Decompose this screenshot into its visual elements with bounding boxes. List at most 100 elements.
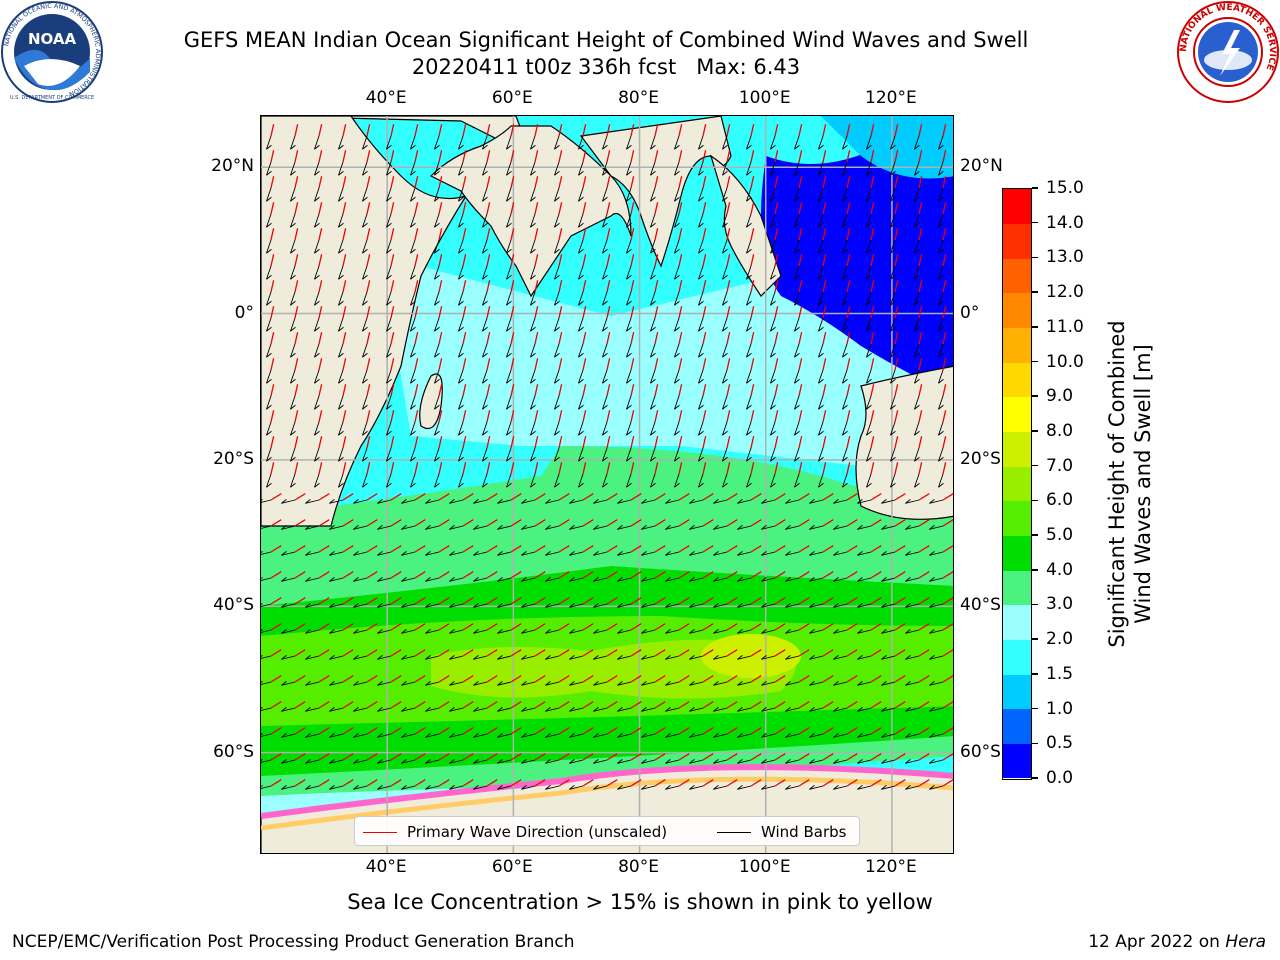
wave-direction-arrow bbox=[630, 124, 635, 137]
wind-barb bbox=[641, 499, 656, 504]
wind-barb bbox=[290, 239, 296, 254]
wave-direction-arrow bbox=[918, 358, 923, 371]
wind-barb-flag bbox=[914, 456, 920, 462]
wave-direction-arrow bbox=[774, 649, 786, 657]
wind-barb-flag bbox=[530, 274, 536, 280]
wind-barb bbox=[785, 603, 800, 608]
wind-barb-flag bbox=[338, 300, 344, 306]
wave-direction-arrow bbox=[270, 519, 282, 527]
wind-barb-flag bbox=[521, 576, 527, 582]
lat-tick-left: 20°S bbox=[213, 448, 254, 469]
wave-direction-arrow bbox=[510, 623, 522, 631]
colorbar-tick-label: 9.0 bbox=[1032, 386, 1073, 406]
wind-barb bbox=[746, 187, 752, 202]
wind-barb bbox=[785, 707, 800, 712]
wind-barb bbox=[914, 265, 920, 280]
wind-barb bbox=[617, 577, 632, 582]
wind-barb bbox=[338, 265, 344, 280]
wave-direction-arrow bbox=[630, 779, 642, 787]
legend-swatch-wave bbox=[363, 831, 397, 834]
wind-barb bbox=[305, 707, 320, 712]
wind-barb bbox=[857, 707, 872, 712]
wave-direction-arrow bbox=[606, 228, 611, 241]
wind-barb-flag bbox=[261, 732, 263, 736]
wind-barb-flag bbox=[569, 758, 575, 764]
wind-barb-flag bbox=[554, 430, 560, 436]
wind-barb-flag bbox=[530, 196, 536, 202]
wave-direction-arrow bbox=[390, 623, 402, 631]
wind-barb bbox=[842, 291, 848, 306]
wind-barb-flag bbox=[770, 430, 776, 436]
wind-barb-flag bbox=[617, 680, 623, 686]
wave-direction-arrow bbox=[846, 519, 858, 527]
wind-barb bbox=[554, 395, 560, 410]
wave-direction-arrow bbox=[870, 280, 875, 293]
wave-direction-arrow bbox=[942, 150, 947, 163]
wind-barb bbox=[641, 785, 656, 790]
wind-barb-flag bbox=[314, 300, 320, 306]
wave-direction-arrow bbox=[414, 410, 419, 423]
lat-tick-left: 60°S bbox=[213, 741, 254, 762]
wind-barb-flag bbox=[914, 326, 920, 332]
wind-barb-flag bbox=[458, 144, 464, 150]
wave-direction-arrow bbox=[702, 779, 714, 787]
wave-direction-arrow bbox=[486, 545, 498, 553]
wind-barb-flag bbox=[266, 248, 272, 254]
wind-barb-flag bbox=[482, 404, 488, 410]
wave-direction-arrow bbox=[822, 623, 834, 631]
noaa-bottom-text: U.S. DEPARTMENT OF COMMERCE bbox=[10, 95, 94, 101]
wave-direction-arrow bbox=[726, 150, 731, 163]
wind-barb-flag bbox=[713, 680, 719, 686]
wave-direction-arrow bbox=[894, 701, 906, 709]
wind-barb-flag bbox=[938, 456, 944, 462]
wind-barb-flag bbox=[281, 498, 287, 504]
wind-barb bbox=[698, 343, 704, 358]
wave-direction-arrow bbox=[582, 358, 587, 371]
wind-barb bbox=[473, 629, 488, 634]
wind-barb bbox=[305, 499, 320, 504]
wind-barb bbox=[261, 681, 272, 685]
wind-barb-flag bbox=[818, 196, 824, 202]
colorbar-label: Significant Height of Combined Wind Wave… bbox=[1104, 184, 1156, 784]
wind-barb bbox=[290, 213, 296, 228]
wind-barb bbox=[410, 187, 416, 202]
wave-direction-arrow bbox=[510, 202, 515, 215]
wind-barb bbox=[617, 681, 632, 686]
wind-barb-flag bbox=[530, 482, 536, 488]
wind-barb bbox=[353, 707, 368, 712]
wind-barb bbox=[314, 317, 320, 332]
wind-barb bbox=[674, 473, 680, 488]
wind-barb-flag bbox=[809, 784, 815, 790]
colorbar-segment bbox=[1003, 708, 1031, 744]
wave-direction-arrow bbox=[870, 358, 875, 371]
wind-barb-flag bbox=[497, 732, 503, 738]
wind-barb-flag bbox=[698, 222, 704, 228]
wind-barb bbox=[266, 161, 272, 176]
wave-direction-arrow bbox=[606, 150, 611, 163]
wind-barb bbox=[938, 395, 944, 410]
wave-direction-arrow bbox=[606, 384, 611, 397]
wind-barb-flag bbox=[818, 404, 824, 410]
wave-direction-arrow bbox=[414, 519, 426, 527]
colorbar-segment bbox=[1003, 396, 1031, 433]
wave-direction-arrow bbox=[894, 280, 899, 293]
wind-barb-flag bbox=[266, 404, 272, 410]
wave-direction-arrow bbox=[366, 358, 371, 371]
wind-barb bbox=[266, 291, 272, 306]
wind-barb bbox=[554, 317, 560, 332]
wave-direction-arrow bbox=[846, 597, 858, 605]
wind-barb bbox=[554, 213, 560, 228]
wind-barb bbox=[569, 785, 584, 790]
wind-barb bbox=[722, 343, 728, 358]
wave-direction-arrow bbox=[462, 649, 474, 657]
wave-direction-arrow bbox=[342, 410, 347, 423]
wind-barb-flag bbox=[794, 352, 800, 358]
wave-direction-arrow bbox=[534, 753, 546, 761]
wind-barb bbox=[650, 473, 656, 488]
wind-barb-flag bbox=[674, 352, 680, 358]
wave-direction-arrow bbox=[366, 384, 371, 397]
wind-barb bbox=[842, 343, 848, 358]
wave-direction-arrow bbox=[726, 254, 731, 267]
wind-barb-flag bbox=[338, 404, 344, 410]
wind-barb-flag bbox=[914, 274, 920, 280]
